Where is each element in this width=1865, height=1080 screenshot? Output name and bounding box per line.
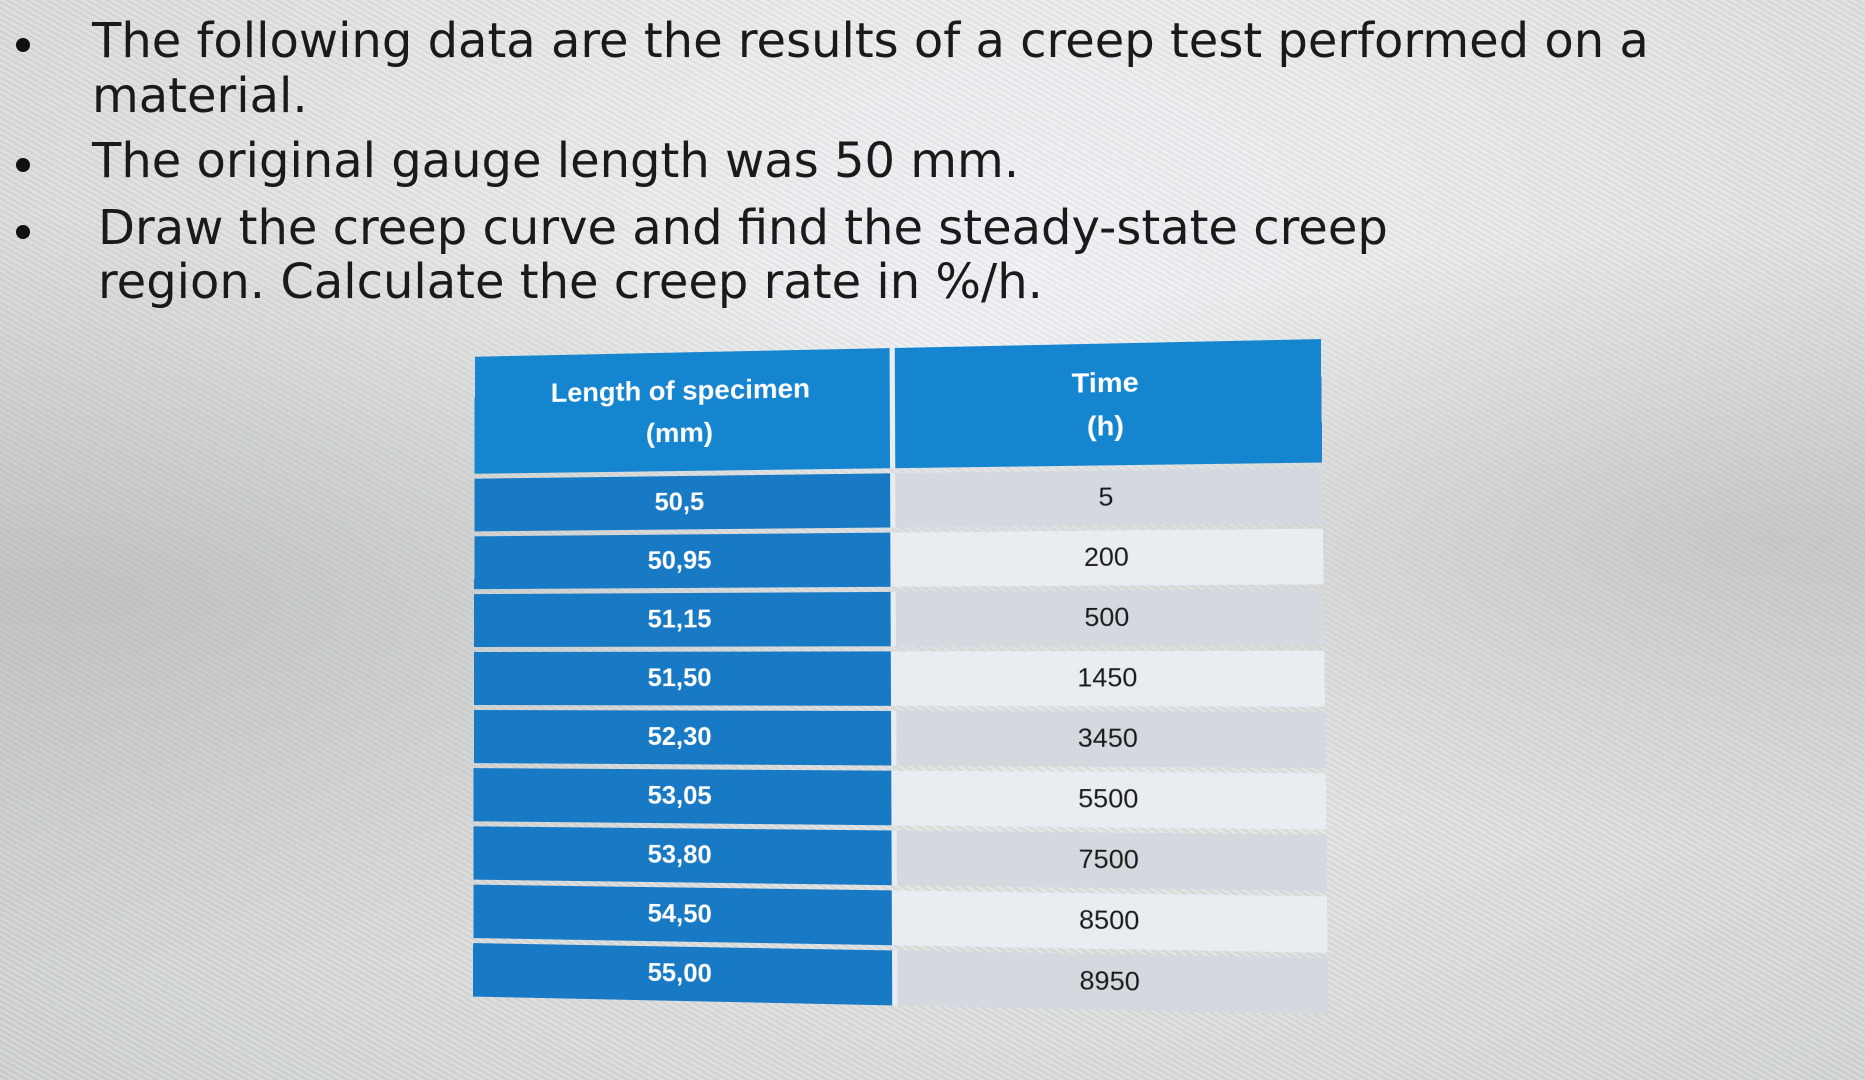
time-cell: 3450 bbox=[896, 711, 1326, 768]
table-row: 53,80 7500 bbox=[473, 826, 1327, 891]
length-cell: 54,50 bbox=[473, 885, 897, 946]
bullet-text: The following data are the results of a … bbox=[92, 13, 1649, 124]
bullet-list: The following data are the results of a … bbox=[0, 14, 1865, 309]
length-cell: 55,00 bbox=[473, 943, 897, 1005]
length-cell: 50,5 bbox=[474, 473, 895, 531]
bullet-dot-icon bbox=[16, 225, 30, 239]
column-header-unit: (h) bbox=[895, 401, 1322, 451]
time-cell: 200 bbox=[895, 529, 1323, 587]
time-cell: 5 bbox=[895, 468, 1323, 528]
table-row: 51,15 500 bbox=[474, 590, 1324, 647]
time-cell: 5500 bbox=[896, 771, 1326, 830]
length-cell: 52,30 bbox=[474, 710, 896, 766]
time-cell: 7500 bbox=[896, 831, 1327, 892]
length-cell: 53,80 bbox=[473, 826, 896, 885]
table-row: 50,5 5 bbox=[474, 468, 1322, 532]
creep-data-table: Length of specimen (mm) Time (h) 50,5 5 … bbox=[473, 334, 1328, 1020]
bullet-text: The original gauge length was 50 mm. bbox=[92, 133, 1019, 189]
length-cell: 50,95 bbox=[474, 533, 895, 590]
table-row: 52,30 3450 bbox=[474, 710, 1326, 768]
bullet-dot-icon bbox=[16, 158, 30, 172]
bullet-dot-icon bbox=[16, 38, 30, 52]
bullet-item: Draw the creep curve and find the steady… bbox=[0, 201, 1865, 309]
length-cell: 53,05 bbox=[474, 768, 897, 825]
table-row: 53,05 5500 bbox=[474, 768, 1327, 829]
column-header-time: Time (h) bbox=[894, 339, 1322, 468]
column-header-label: Time bbox=[895, 357, 1322, 408]
table-header-row: Length of specimen (mm) Time (h) bbox=[475, 339, 1323, 474]
time-cell: 8950 bbox=[897, 951, 1328, 1015]
table-row: 50,95 200 bbox=[474, 529, 1323, 590]
bullet-item: The following data are the results of a … bbox=[0, 14, 1865, 124]
bullet-text: Draw the creep curve and find the steady… bbox=[98, 200, 1388, 310]
time-cell: 1450 bbox=[896, 651, 1325, 707]
table-row: 54,50 8500 bbox=[473, 885, 1327, 953]
table-row: 51,50 1450 bbox=[474, 651, 1325, 707]
time-cell: 500 bbox=[895, 590, 1324, 647]
table-row: 55,00 8950 bbox=[473, 943, 1328, 1015]
length-cell: 51,15 bbox=[474, 592, 896, 647]
time-cell: 8500 bbox=[897, 890, 1328, 952]
column-header-unit: (mm) bbox=[475, 408, 890, 457]
column-header-length: Length of specimen (mm) bbox=[475, 348, 895, 474]
bullet-item: The original gauge length was 50 mm. bbox=[0, 134, 1865, 189]
column-header-label: Length of specimen bbox=[475, 365, 890, 415]
length-cell: 51,50 bbox=[474, 651, 896, 705]
